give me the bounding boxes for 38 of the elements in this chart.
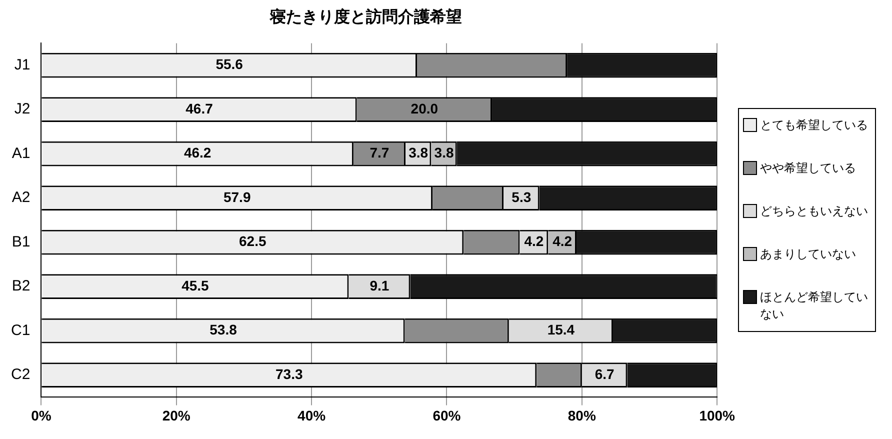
- data-label: 4.2: [552, 233, 572, 250]
- data-label: 45.5: [182, 277, 210, 294]
- data-label: 9.1: [370, 277, 390, 294]
- data-label: 53.8: [210, 322, 238, 338]
- legend-label: やや希望している: [760, 160, 856, 176]
- y-tick-label: A1: [12, 144, 30, 162]
- data-label: 4.2: [524, 233, 544, 250]
- x-tick-label: 80%: [568, 407, 596, 424]
- data-label: 6.7: [594, 366, 614, 382]
- legend-label: どちらともいえない: [760, 202, 868, 220]
- x-tick-label: 100%: [699, 407, 736, 424]
- data-label: 46.7: [186, 100, 214, 116]
- y-tick-label: C2: [10, 366, 30, 384]
- legend-label: とても希望している: [760, 116, 868, 134]
- y-tick-label: J2: [14, 100, 30, 118]
- data-label: 73.3: [276, 366, 303, 382]
- data-label: 20.0: [410, 100, 438, 116]
- data-label: 57.9: [223, 188, 251, 205]
- chart-title: 寝たきり度と訪問介護希望: [269, 6, 462, 26]
- data-label: 3.8: [408, 144, 428, 161]
- data-label: 3.8: [434, 144, 454, 161]
- y-tick-label: A2: [12, 189, 30, 206]
- x-tick-label: 60%: [432, 407, 462, 424]
- data-label: 62.5: [239, 233, 266, 250]
- data-label: 7.7: [370, 144, 390, 161]
- y-tick-label: B1: [12, 233, 30, 250]
- legend-label: ほとんど希望していない: [760, 288, 869, 322]
- data-label: 15.4: [547, 322, 575, 338]
- legend-label: あまりしていない: [760, 246, 856, 262]
- data-label: 55.6: [216, 56, 244, 72]
- y-tick-label: C1: [10, 322, 30, 339]
- y-tick-label: B2: [12, 278, 30, 295]
- x-tick-label: 0%: [31, 407, 52, 424]
- x-tick-label: 20%: [162, 407, 191, 424]
- x-tick-label: 40%: [298, 407, 326, 424]
- data-label: 5.3: [512, 188, 532, 205]
- y-tick-label: J1: [14, 56, 30, 74]
- data-label: 46.2: [184, 144, 212, 161]
